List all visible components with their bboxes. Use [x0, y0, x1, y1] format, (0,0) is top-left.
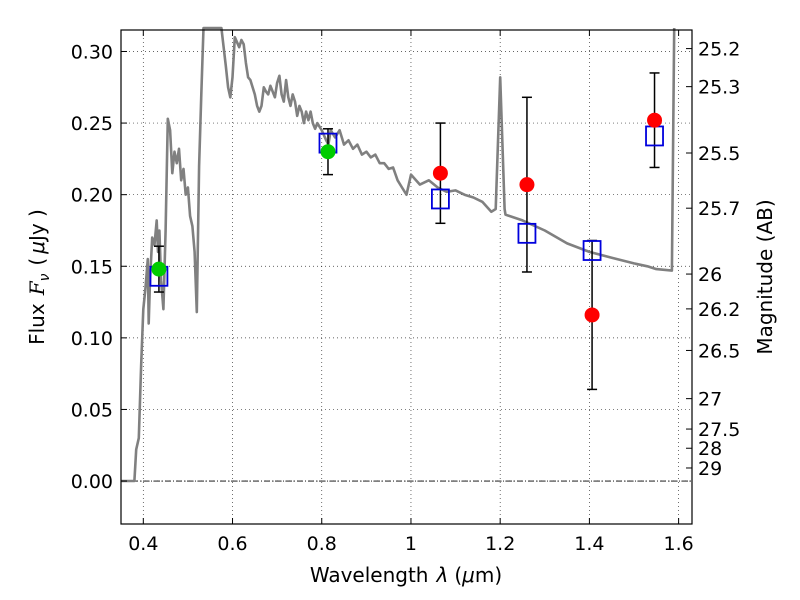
- mag-tick-label: 26.5: [698, 340, 740, 362]
- mag-tick-label: 25.5: [698, 143, 740, 165]
- x-tick-label: 1.6: [664, 533, 694, 555]
- error-bars: [153, 72, 660, 391]
- x-tick-label: 0.6: [217, 533, 247, 555]
- nir-flux-point: [519, 177, 535, 193]
- mag-tick-label: 28: [698, 438, 722, 460]
- optical-flux-point: [151, 261, 167, 277]
- sed-curve: [121, 26, 676, 483]
- mag-tick-label: 26: [698, 264, 722, 286]
- nir-flux-point: [647, 112, 663, 128]
- nir-flux-point: [432, 165, 448, 181]
- mag-tick-label: 27: [698, 389, 722, 411]
- y-tick-label: 0.20: [71, 185, 113, 207]
- x-tick-labels: 0.4 0.6 0.8 1 1.2 1.4 1.6: [128, 533, 694, 555]
- y-axis-title: FluxFν(μJy ): [25, 209, 53, 345]
- grid-lines: [121, 30, 692, 524]
- model-flux-boxes: [149, 125, 664, 287]
- x-tick-label: 1.4: [574, 533, 604, 555]
- observed-points: [151, 112, 663, 323]
- y-tick-labels: 0.00 0.05 0.10 0.15 0.20 0.25 0.30: [71, 41, 113, 493]
- mag-tick-label: 25.7: [698, 198, 740, 220]
- mag-tick-label: 25.2: [698, 39, 740, 61]
- mag-tick-label: 26.2: [698, 299, 740, 321]
- optical-flux-point: [320, 144, 336, 160]
- mag-tick-label: 25.3: [698, 77, 740, 99]
- x-tick-label: 0.8: [307, 533, 337, 555]
- mag-tick-label: 27.5: [698, 419, 740, 441]
- y-tick-label: 0.15: [71, 256, 113, 278]
- sed-model-curve: [121, 26, 676, 483]
- x-tick-label: 1: [405, 533, 417, 555]
- x-tick-label: 0.4: [128, 533, 158, 555]
- y-tick-label: 0.00: [71, 471, 113, 493]
- y-tick-label: 0.25: [71, 113, 113, 135]
- x-tick-label: 1.2: [485, 533, 515, 555]
- y-tick-label: 0.30: [71, 41, 113, 63]
- model-flux-box: [517, 222, 537, 244]
- y-tick-label: 0.10: [71, 328, 113, 350]
- plot-frame: [120, 29, 693, 525]
- mag-tick-label: 29: [698, 458, 722, 480]
- y-tick-label: 0.05: [71, 399, 113, 421]
- axis-ticks: [121, 30, 692, 524]
- nir-flux-point: [584, 307, 600, 323]
- x-axis-title: Wavelength λ (μm): [310, 563, 502, 587]
- y2-axis-title: Magnitude (AB): [753, 199, 777, 354]
- model-flux-box: [431, 188, 450, 210]
- model-flux-box: [582, 240, 602, 261]
